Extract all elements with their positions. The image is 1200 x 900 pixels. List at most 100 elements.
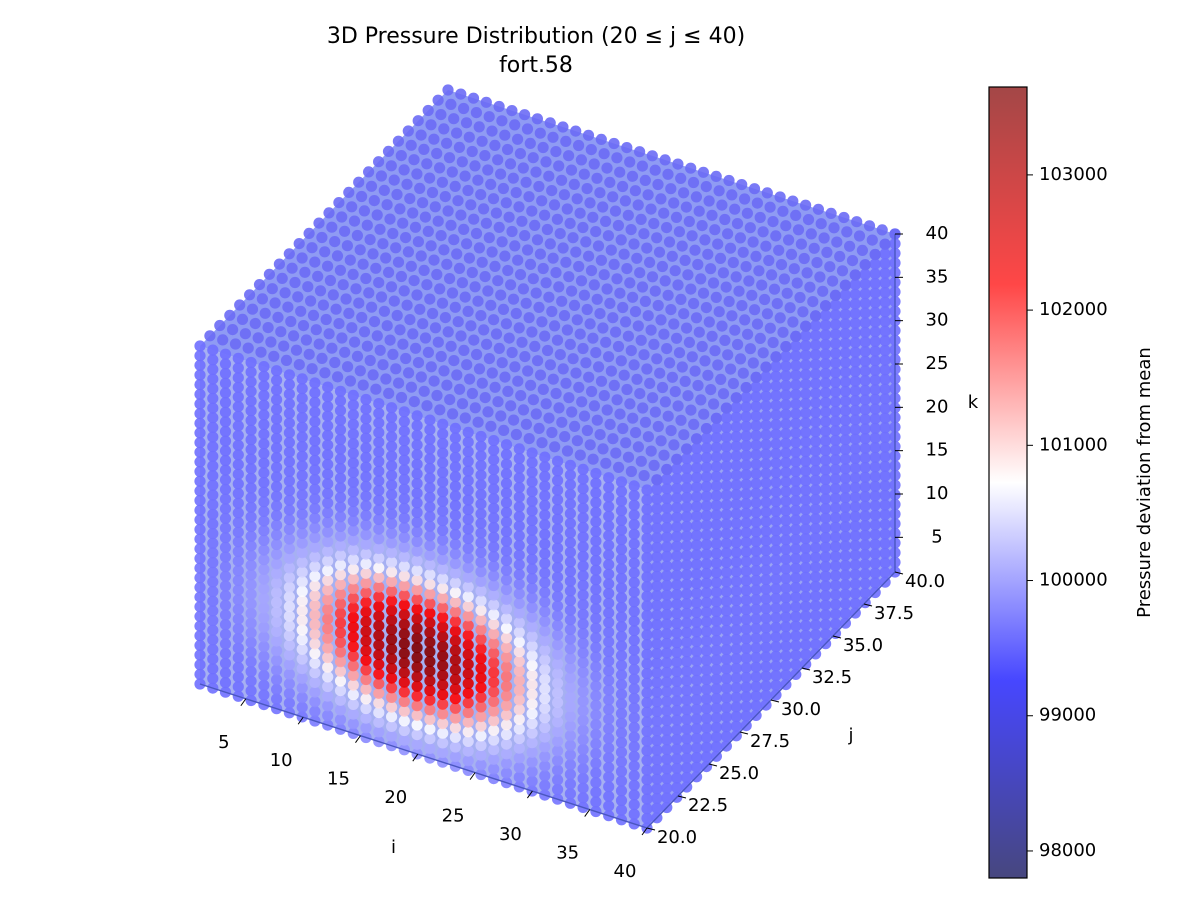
- data-point: [523, 312, 535, 324]
- data-point: [357, 379, 369, 391]
- data-point: [425, 240, 437, 252]
- data-point: [770, 418, 782, 431]
- data-point: [388, 174, 400, 186]
- data-point: [577, 763, 589, 775]
- data-point: [700, 181, 712, 193]
- data-point: [567, 232, 579, 244]
- data-point: [517, 283, 530, 295]
- data-point: [780, 601, 792, 614]
- data-point: [360, 500, 372, 512]
- data-point: [449, 693, 461, 705]
- data-point: [322, 381, 334, 393]
- data-point: [564, 217, 576, 229]
- data-point: [309, 551, 321, 563]
- data-point: [564, 768, 577, 780]
- data-point: [539, 741, 551, 753]
- data-point: [322, 623, 334, 635]
- z-tick-label: 25: [926, 353, 949, 374]
- data-point: [849, 539, 861, 552]
- data-point: [194, 610, 206, 623]
- data-point: [879, 499, 891, 511]
- data-point: [319, 367, 331, 379]
- data-point: [685, 404, 697, 416]
- data-point: [649, 285, 661, 297]
- data-point: [271, 509, 283, 522]
- data-point: [820, 358, 832, 370]
- data-point: [841, 226, 853, 238]
- data-point: [615, 727, 628, 739]
- data-point: [437, 534, 449, 546]
- data-point: [671, 540, 683, 552]
- data-point: [373, 658, 385, 670]
- data-point: [820, 618, 832, 631]
- data-point: [626, 170, 639, 182]
- data-point: [750, 622, 762, 635]
- data-point: [271, 413, 283, 425]
- data-point: [869, 422, 881, 434]
- data-point: [749, 304, 761, 316]
- data-point: [462, 446, 474, 458]
- data-point: [510, 428, 522, 441]
- data-point: [681, 540, 693, 552]
- data-point: [658, 449, 670, 461]
- data-point: [258, 486, 270, 498]
- data-point: [373, 552, 385, 564]
- data-point: [787, 316, 799, 328]
- data-point: [424, 540, 436, 552]
- data-point: [500, 670, 513, 683]
- data-point: [730, 595, 742, 607]
- data-point: [526, 717, 538, 730]
- data-point: [488, 570, 500, 582]
- data-point: [849, 385, 861, 397]
- data-point: [839, 376, 852, 388]
- data-point: [258, 361, 270, 373]
- data-point: [577, 743, 589, 756]
- data-point: [194, 388, 206, 400]
- data-point: [513, 761, 525, 774]
- data-point: [669, 386, 681, 398]
- data-point: [207, 576, 219, 588]
- data-point: [760, 554, 772, 566]
- data-point: [283, 610, 295, 622]
- data-point: [398, 695, 410, 708]
- data-point: [577, 531, 589, 543]
- data-point: [373, 639, 385, 651]
- data-point: [564, 701, 577, 713]
- data-point: [224, 309, 236, 321]
- data-point: [539, 731, 551, 743]
- data-point: [462, 523, 474, 535]
- data-point: [839, 492, 852, 504]
- data-point: [539, 770, 551, 782]
- data-point: [465, 320, 477, 332]
- data-point: [292, 291, 304, 303]
- data-point: [336, 211, 348, 223]
- y-tick-label: 32.5: [812, 667, 852, 688]
- data-point: [207, 441, 219, 453]
- data-point: [373, 571, 385, 584]
- data-point: [360, 538, 372, 550]
- data-point: [373, 407, 385, 419]
- data-point: [475, 556, 487, 568]
- x-axis-line: [199, 683, 648, 829]
- data-point: [271, 693, 283, 705]
- data-point: [730, 633, 742, 645]
- data-point: [564, 720, 577, 732]
- data-point: [615, 669, 628, 681]
- data-point: [462, 513, 474, 525]
- data-point: [245, 588, 257, 600]
- data-point: [245, 366, 257, 378]
- data-point: [869, 384, 881, 396]
- data-point: [513, 549, 525, 561]
- data-point: [360, 635, 372, 647]
- data-point: [322, 526, 334, 538]
- data-point: [219, 551, 232, 563]
- data-point: [750, 439, 762, 451]
- data-point: [357, 258, 369, 270]
- data-point: [617, 301, 629, 314]
- data-point: [628, 712, 640, 724]
- data-point: [207, 373, 219, 385]
- data-point: [568, 299, 581, 311]
- data-point: [394, 324, 406, 336]
- data-point: [219, 416, 232, 428]
- data-point: [219, 580, 232, 592]
